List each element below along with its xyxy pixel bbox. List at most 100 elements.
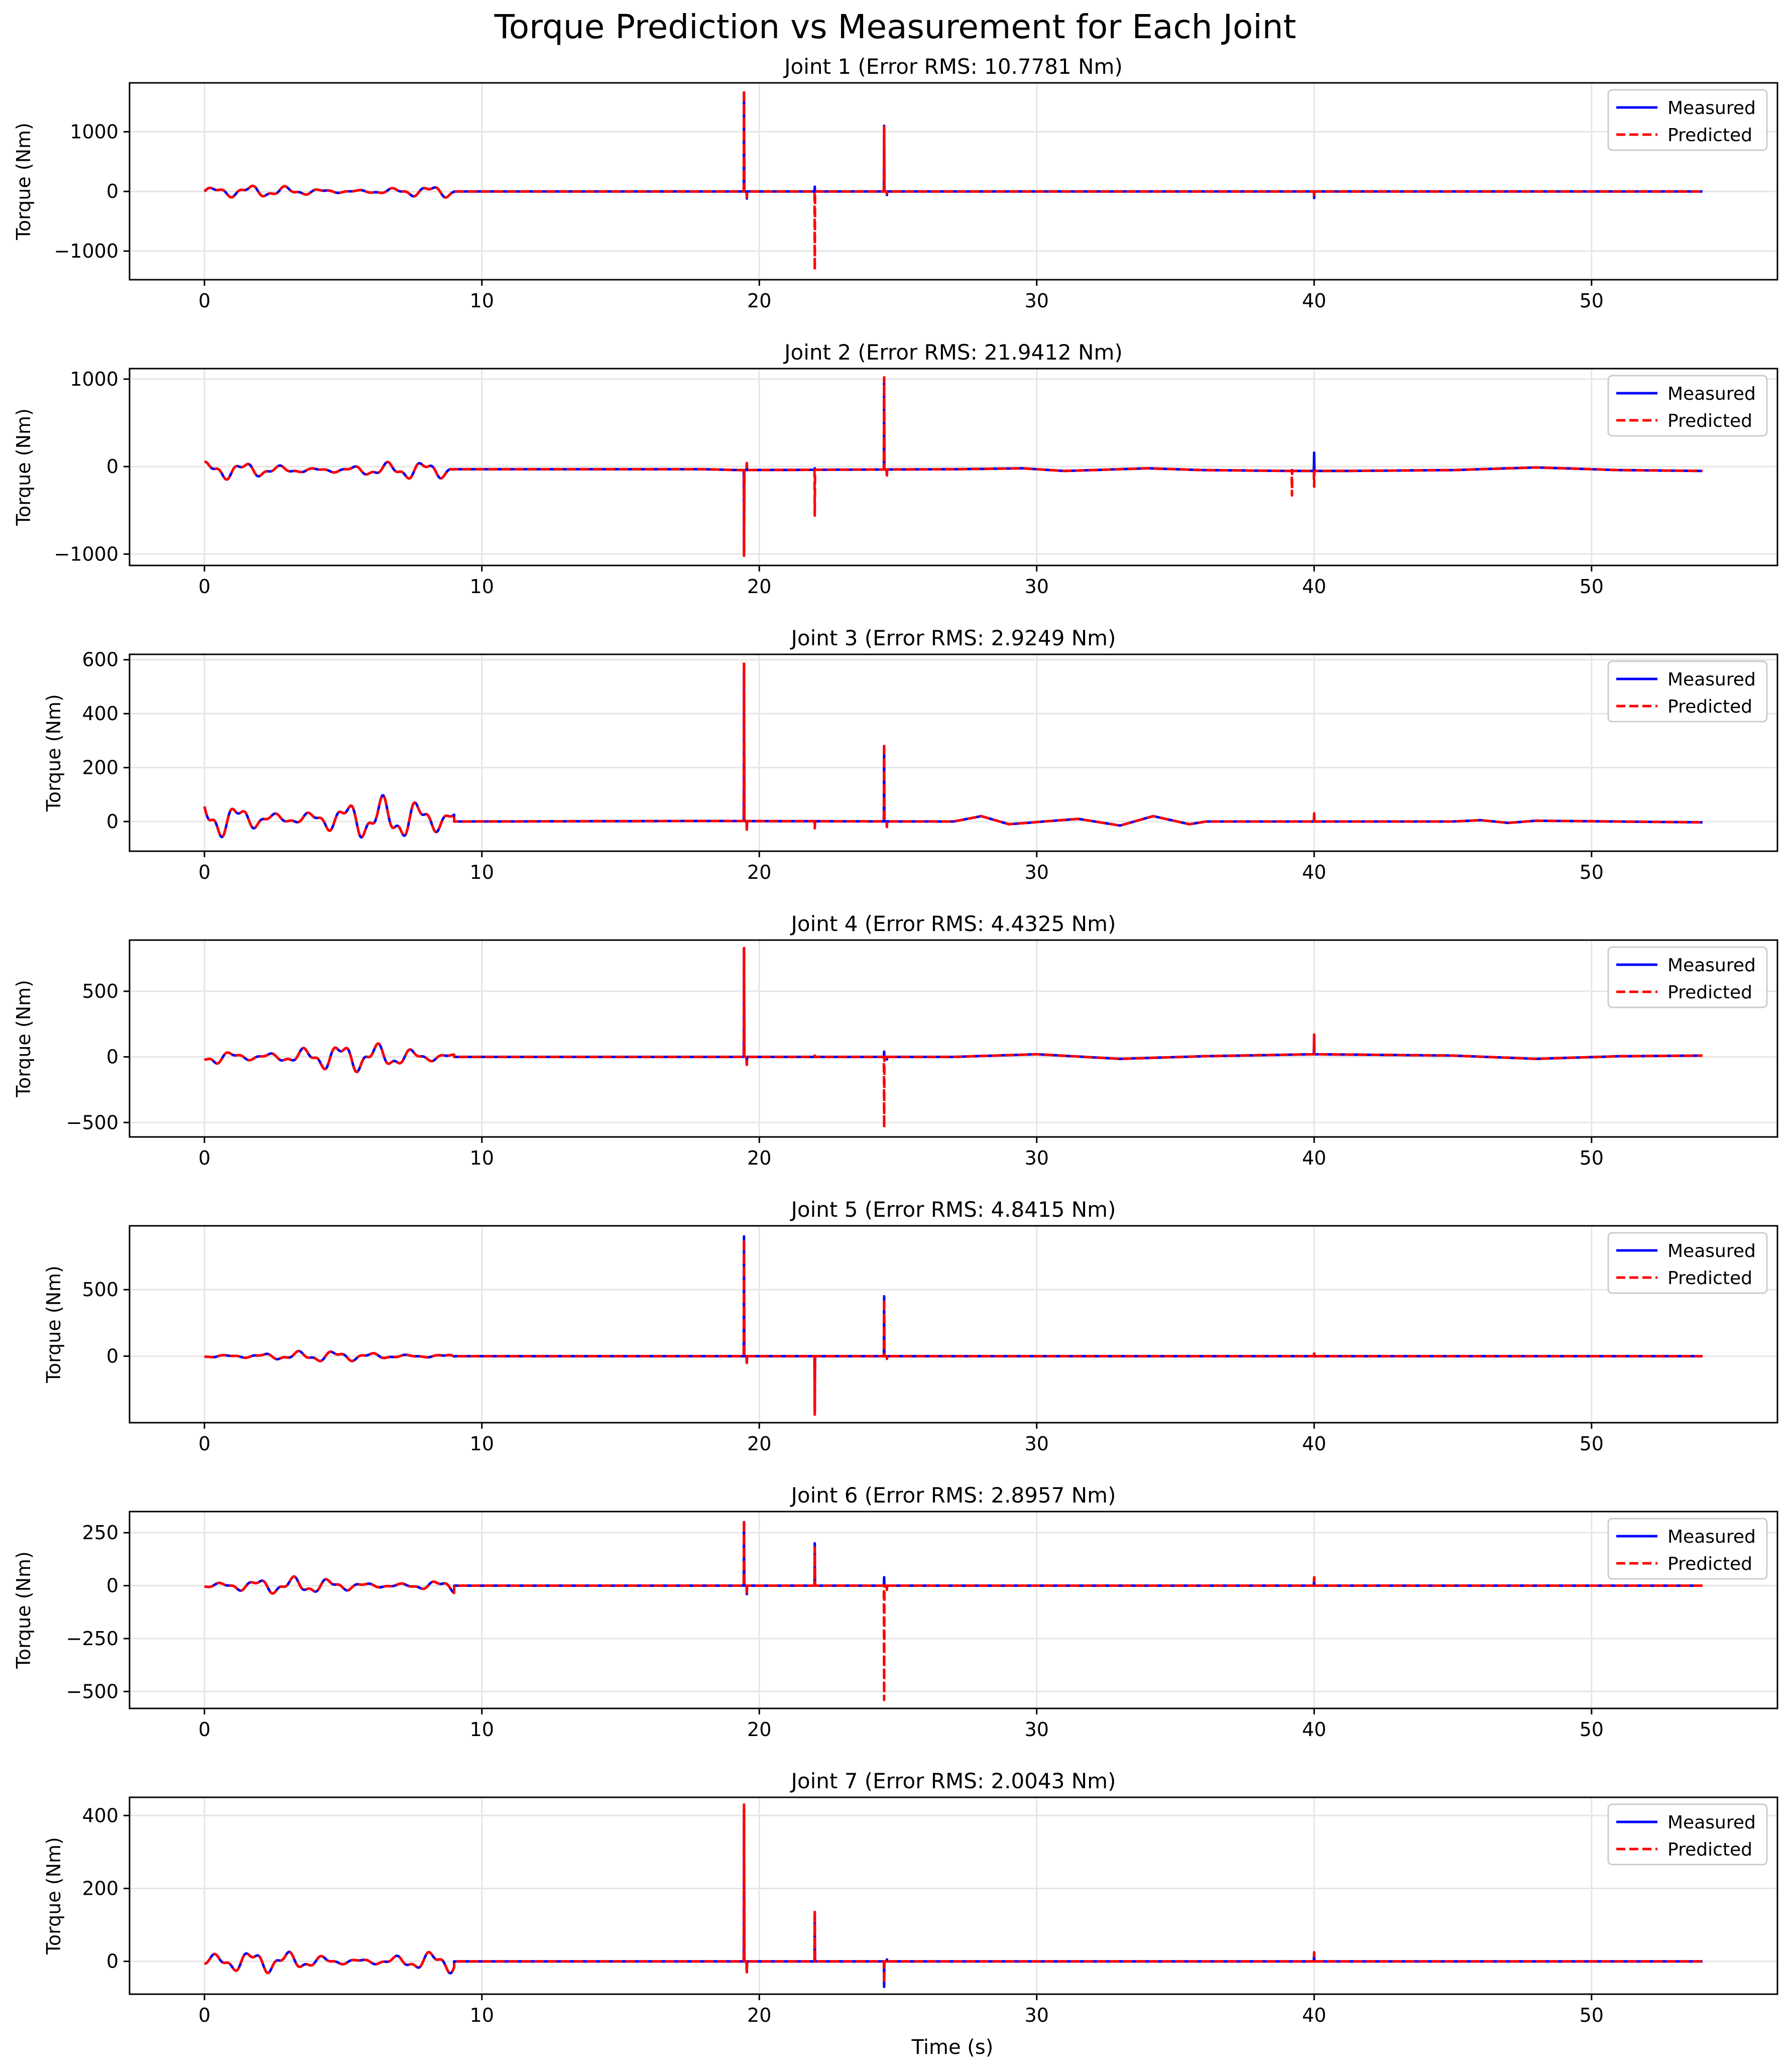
subplot-title: Joint 7 (Error RMS: 2.0043 Nm)	[790, 1769, 1116, 1793]
y-tick-label: 400	[82, 1804, 118, 1826]
y-axis-label: Torque (Nm)	[13, 123, 35, 241]
legend: Measured Predicted	[1607, 89, 1768, 151]
y-tick-label: 200	[82, 757, 118, 779]
x-tick-label: 0	[198, 575, 210, 598]
x-tick-label: 40	[1302, 290, 1326, 312]
y-tick-label: 0	[106, 811, 118, 833]
subplot-title: Joint 5 (Error RMS: 4.8415 Nm)	[790, 1197, 1116, 1222]
x-tick-label: 40	[1302, 575, 1326, 598]
x-tick-label: 50	[1580, 1718, 1604, 1741]
x-tick-label: 50	[1580, 575, 1604, 598]
x-tick-label: 10	[470, 2004, 494, 2026]
subplot-title: Joint 4 (Error RMS: 4.4325 Nm)	[790, 911, 1116, 936]
legend-label-predicted: Predicted	[1667, 1268, 1752, 1289]
y-tick-label: −250	[66, 1628, 118, 1650]
axes-frame	[129, 1225, 1778, 1424]
x-tick-label: 20	[747, 2004, 771, 2026]
series-line-predicted	[203, 1519, 1703, 1701]
y-axis-label: Torque (Nm)	[13, 980, 35, 1098]
legend: Measured Predicted	[1607, 1518, 1768, 1580]
y-tick-label: −1000	[54, 543, 118, 565]
x-tick-label: 30	[1025, 861, 1049, 883]
x-tick-label: 20	[747, 861, 771, 883]
y-tick-label: 0	[106, 1345, 118, 1367]
x-tick-label: 40	[1302, 1147, 1326, 1169]
x-tick-label: 20	[747, 290, 771, 312]
legend-label-predicted: Predicted	[1667, 1554, 1752, 1574]
subplot-joint-4: 0 10 20 30 40 50 −500 0 500 Joint 4 (Error RMS: 4…	[13, 911, 1778, 1169]
x-tick-label: 0	[198, 1433, 210, 1455]
y-axis-label: Torque (Nm)	[43, 694, 65, 812]
subplot-joint-7: 0 10 20 30 40 50 0 200 400 Joint 7 (Error RMS: 2.…	[43, 1769, 1778, 2026]
x-tick-label: 0	[198, 2004, 210, 2026]
legend: Measured Predicted	[1607, 660, 1768, 723]
subplot-title: Joint 6 (Error RMS: 2.8957 Nm)	[790, 1483, 1116, 1508]
x-tick-label: 20	[747, 1718, 771, 1741]
legend-label-measured: Measured	[1667, 1527, 1756, 1547]
x-tick-label: 50	[1580, 290, 1604, 312]
y-tick-label: −1000	[54, 240, 118, 262]
series-line-predicted	[203, 1803, 1703, 1985]
x-tick-label: 50	[1580, 861, 1604, 883]
legend-label-predicted: Predicted	[1667, 411, 1752, 431]
legend: Measured Predicted	[1607, 375, 1768, 437]
x-tick-label: 30	[1025, 290, 1049, 312]
subplot-joint-6: 0 10 20 30 40 50 −500 −250 0 250 Joint 6 (Error RM…	[13, 1483, 1778, 1741]
subplot-joint-2: 0 10 20 30 40 50 −1000 0 1000 Joint 2 (Error RMS:…	[13, 340, 1778, 598]
x-tick-label: 0	[198, 290, 210, 312]
y-tick-label: 1000	[70, 121, 118, 143]
legend: Measured Predicted	[1607, 946, 1768, 1008]
axes-frame	[129, 939, 1778, 1138]
subplot-title: Joint 1 (Error RMS: 10.7781 Nm)	[783, 54, 1123, 79]
y-axis-label: Torque (Nm)	[13, 1551, 35, 1669]
series-line-predicted	[203, 1238, 1703, 1416]
y-tick-label: 250	[82, 1522, 118, 1544]
x-tick-label: 10	[470, 575, 494, 598]
subplot-joint-1: 0 10 20 30 40 50 −1000 0 1000 Joint 1 (Error RMS:…	[13, 54, 1778, 312]
subplot-title: Joint 2 (Error RMS: 21.9412 Nm)	[783, 340, 1123, 365]
x-tick-label: 40	[1302, 1433, 1326, 1455]
y-tick-label: 0	[106, 180, 118, 202]
legend-label-predicted: Predicted	[1667, 125, 1752, 146]
x-tick-label: 40	[1302, 861, 1326, 883]
x-tick-label: 10	[470, 1433, 494, 1455]
x-tick-label: 30	[1025, 2004, 1049, 2026]
axes-frame	[129, 82, 1778, 281]
x-tick-label: 20	[747, 575, 771, 598]
x-tick-label: 20	[747, 1433, 771, 1455]
x-tick-label: 10	[470, 290, 494, 312]
x-tick-label: 10	[470, 861, 494, 883]
x-tick-label: 20	[747, 1147, 771, 1169]
series-line-predicted	[203, 661, 1703, 839]
legend-label-measured: Measured	[1667, 955, 1756, 976]
y-axis-label: Torque (Nm)	[13, 408, 35, 526]
x-tick-label: 50	[1580, 2004, 1604, 2026]
y-tick-label: 0	[106, 1950, 118, 1973]
x-tick-label: 30	[1025, 575, 1049, 598]
axes-frame	[129, 1511, 1778, 1709]
axes-frame	[129, 653, 1778, 852]
series-line-predicted	[203, 376, 1703, 557]
x-axis-label: Time (s)	[911, 2036, 994, 2059]
legend: Measured Predicted	[1607, 1232, 1768, 1294]
y-tick-label: 1000	[70, 368, 118, 390]
y-tick-label: 0	[106, 1046, 118, 1068]
y-tick-label: 400	[82, 703, 118, 725]
subplot-title: Joint 3 (Error RMS: 2.9249 Nm)	[790, 626, 1116, 650]
x-tick-label: 10	[470, 1718, 494, 1741]
series-line-predicted	[203, 947, 1703, 1129]
y-axis-label: Torque (Nm)	[43, 1837, 65, 1955]
x-tick-label: 40	[1302, 1718, 1326, 1741]
x-tick-label: 0	[198, 1718, 210, 1741]
legend-label-measured: Measured	[1667, 1241, 1756, 1261]
x-tick-label: 30	[1025, 1147, 1049, 1169]
x-tick-label: 10	[470, 1147, 494, 1169]
y-tick-label: 500	[82, 980, 118, 1002]
y-tick-label: 500	[82, 1279, 118, 1301]
x-tick-label: 30	[1025, 1433, 1049, 1455]
y-tick-label: 0	[106, 455, 118, 478]
legend: Measured Predicted	[1607, 1803, 1768, 1866]
